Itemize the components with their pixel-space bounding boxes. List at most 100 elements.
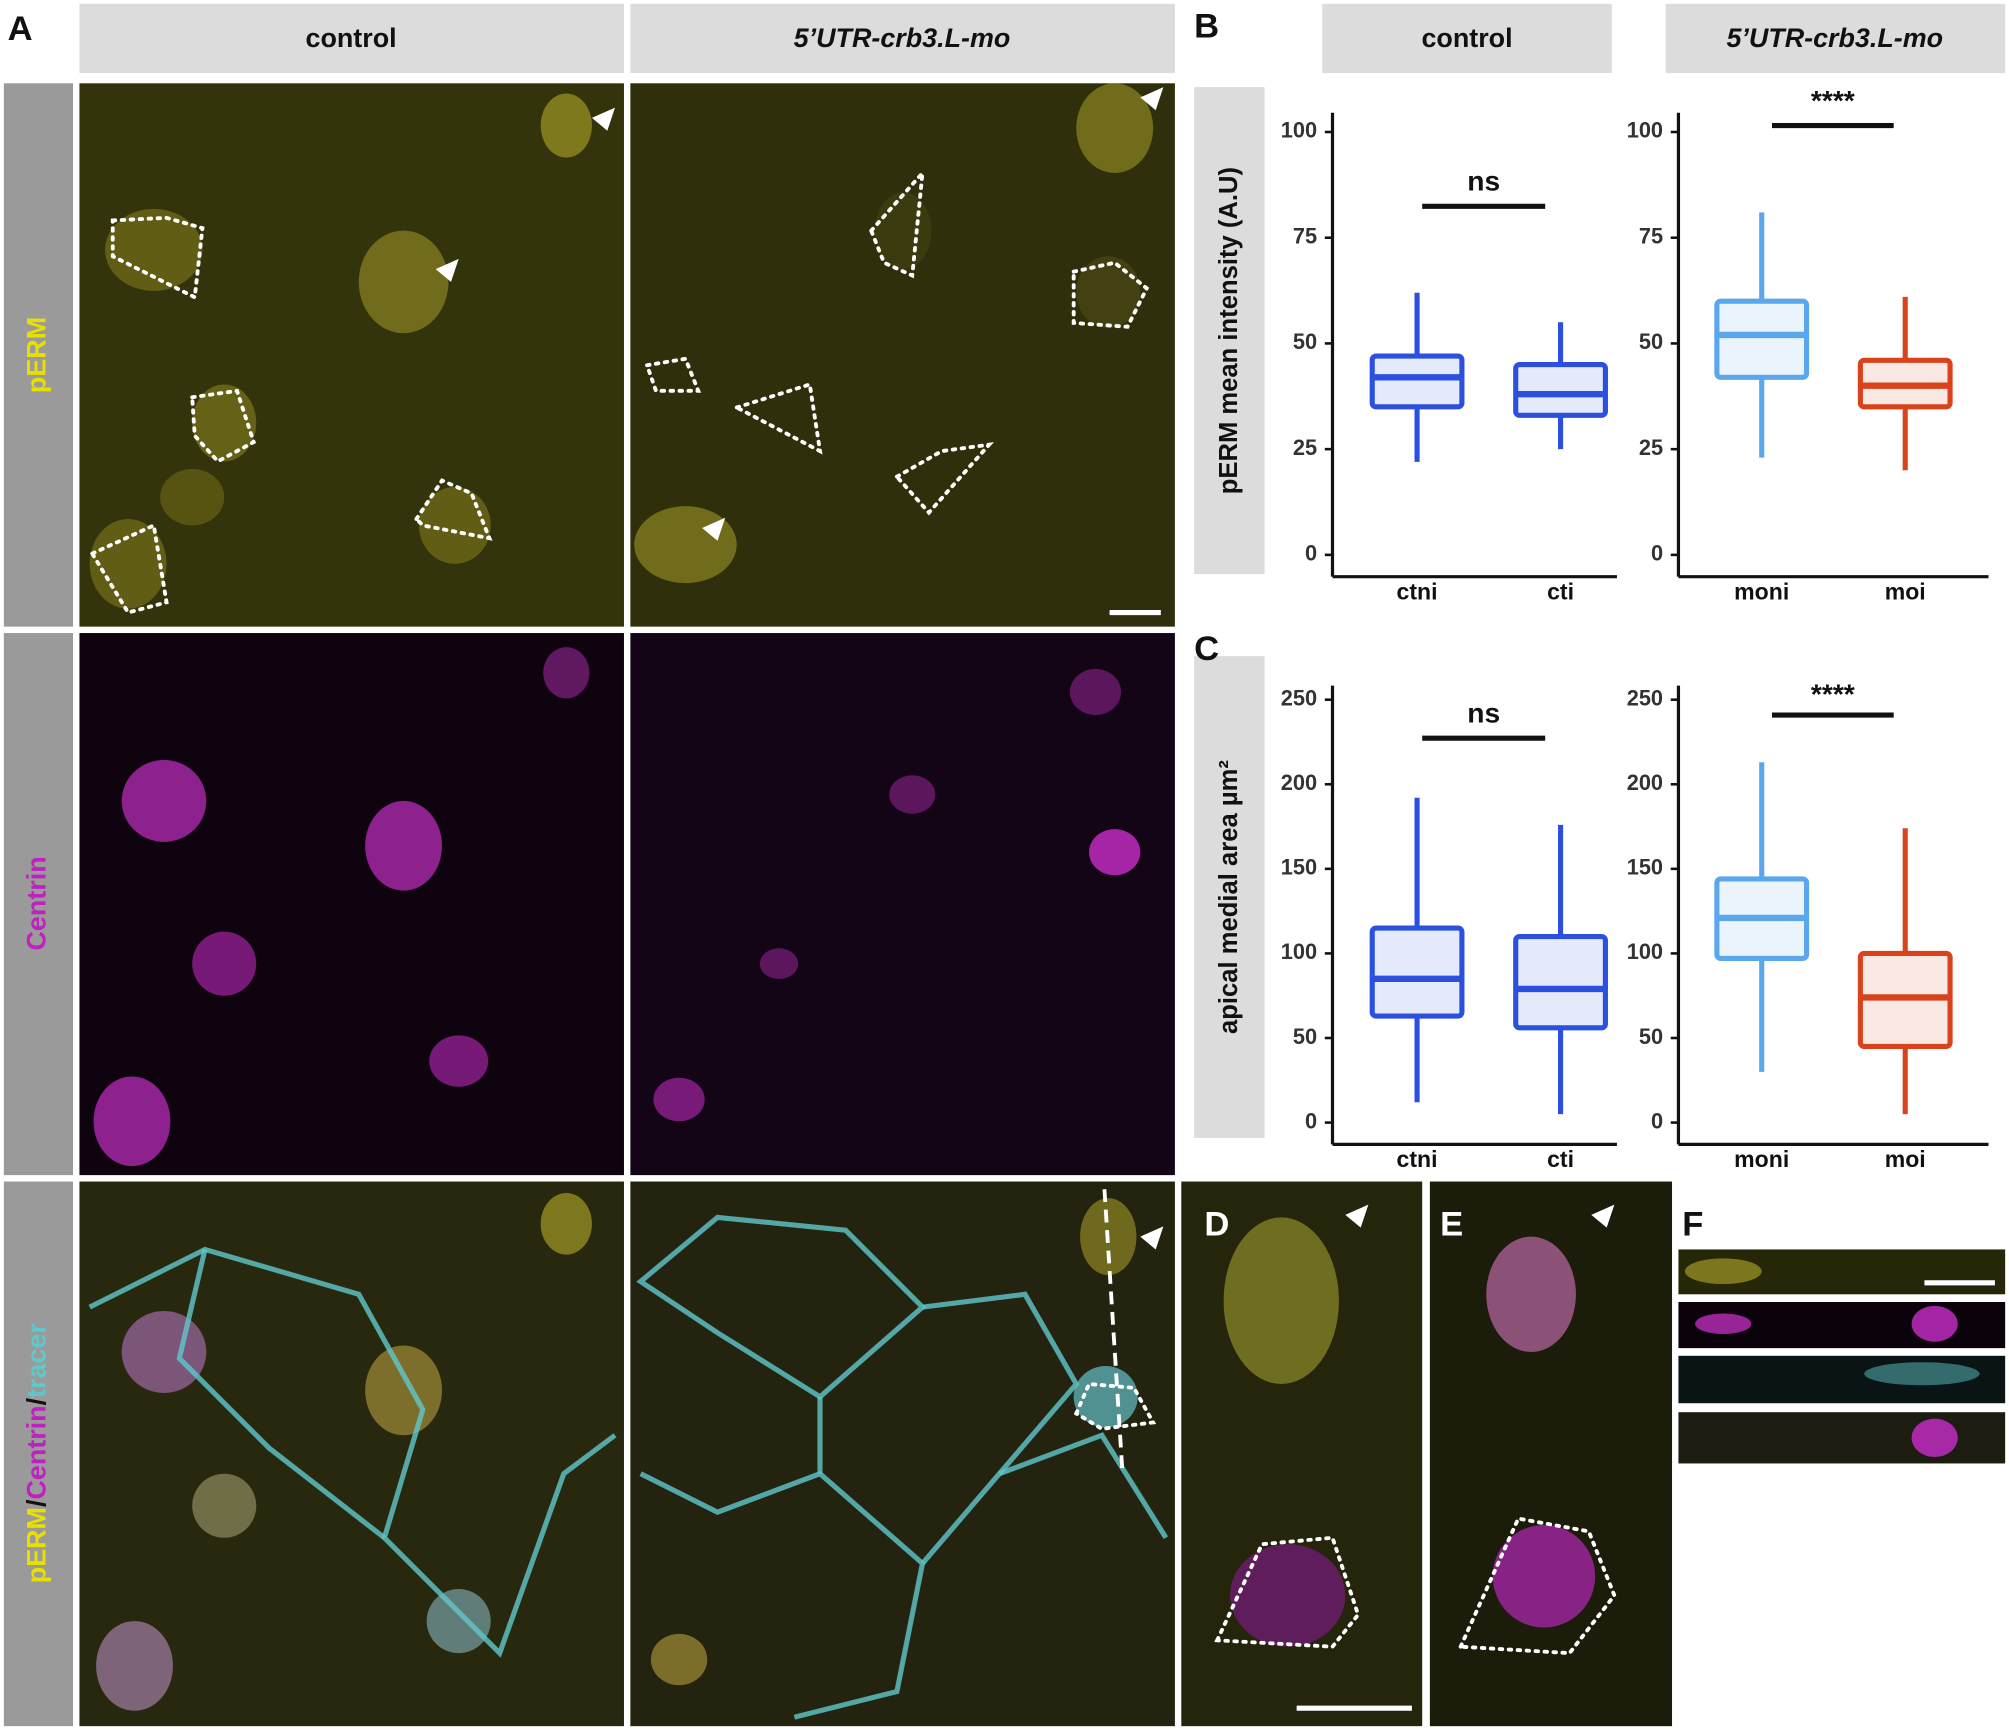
y-tick-label: 50 [1639,1024,1663,1049]
y-tick-label: 250 [1281,685,1317,710]
y-tick-label: 100 [1281,939,1317,964]
row-label-part: tracer [22,1323,52,1398]
row-label: Centrin [22,856,52,950]
cell-blob [1089,829,1141,876]
panel-label: F [1682,1206,1703,1244]
y-tick-label: 100 [1281,118,1317,143]
row-label: pERM [22,317,52,393]
row-label-part: Centrin [22,1405,52,1499]
header-box [1322,3,1612,74]
cell-blob [121,1310,207,1393]
y-tick-label: 100 [1627,118,1663,143]
arrowhead [1140,87,1164,111]
column-header: 5’UTR-crb3.L-mo [1726,23,1943,53]
y-axis-label: pERM mean intensity (A.U) [1215,167,1243,494]
box [1714,298,1810,380]
y-tick-label: 0 [1651,541,1663,566]
x-tick-label: cti [1547,578,1574,604]
outline [869,167,926,279]
outline [731,381,823,455]
cell-blob [1492,1524,1596,1628]
x-tick-label: moni [1734,578,1789,604]
arrowhead [702,517,726,541]
y-tick-label: 50 [1293,1024,1317,1049]
cell-blob [358,230,449,334]
cell-blob [121,759,207,842]
box [1513,933,1608,1031]
panel-label: C [1194,630,1219,668]
row-label: pERM/Centrin/tracer [22,1323,52,1584]
cell-blob [1911,1305,1958,1342]
cell-blob [89,519,167,609]
cell-blob [1695,1313,1752,1335]
arrowhead [1345,1204,1369,1228]
y-tick-label: 75 [1293,223,1317,248]
cell-blob [192,384,257,462]
cell-blob [1069,668,1122,716]
cell-blob [192,931,257,996]
cell-blob [1864,1362,1980,1386]
x-tick-label: moi [1885,1146,1926,1172]
row-label-part: / [22,1397,52,1405]
cell-blob [540,1193,592,1255]
box [1369,925,1465,1019]
tracer-outline [920,1291,1080,1566]
x-tick-label: moi [1885,578,1926,604]
ylabel-strip [1194,656,1265,1138]
header-box [630,3,1175,74]
header-box [79,3,624,74]
outline [1457,1516,1617,1656]
row-strip [3,83,74,627]
y-tick-label: 75 [1639,223,1663,248]
x-tick-label: moni [1734,1146,1789,1172]
cell-blob [192,1473,257,1538]
row-label-part: pERM [22,317,52,393]
y-tick-label: 0 [1651,1108,1663,1133]
panel-label: D [1204,1206,1229,1244]
cell-blob [429,1035,489,1087]
outline [110,215,205,301]
cell-blob [365,1345,443,1436]
row-label-part: pERM [22,1507,52,1583]
cell-blob [1076,83,1154,173]
cell-blob [1076,256,1141,329]
x-tick-label: ctni [1397,578,1438,604]
cell-blob [653,1077,705,1122]
row-strip [3,633,74,1176]
cell-blob [93,1076,171,1167]
annotation: ns [1467,165,1500,197]
y-axis-label: apical medial area µm² [1215,760,1243,1034]
y-tick-label: 25 [1639,435,1663,460]
cell-blob [160,469,225,526]
cell-blob [96,1621,173,1711]
row-label-part: / [22,1499,52,1507]
outline [644,356,702,393]
outline [1073,1381,1157,1431]
cell-blob [1073,1366,1138,1428]
column-header: control [1421,23,1512,53]
arrowhead [1140,1226,1164,1250]
section-line [1102,1189,1125,1472]
outline [413,478,493,541]
tracer-outline [998,1432,1169,1540]
outline [893,442,994,516]
outline [190,388,257,464]
box [1369,353,1465,410]
outline [89,522,169,615]
image-panel [630,633,1175,1176]
y-tick-label: 150 [1281,855,1317,880]
panel-label: B [1194,7,1219,45]
image-panel [79,1181,624,1727]
y-tick-label: 150 [1627,855,1663,880]
y-tick-label: 200 [1627,770,1663,795]
cell-blob [1223,1217,1339,1384]
y-tick-label: 50 [1639,329,1663,354]
cell-blob [1230,1544,1346,1647]
cell-blob [543,647,590,699]
y-tick-label: 25 [1293,435,1317,460]
layout [3,3,2006,1727]
y-tick-label: 100 [1627,939,1663,964]
row-label-part: Centrin [22,856,52,950]
outline [1214,1535,1361,1649]
